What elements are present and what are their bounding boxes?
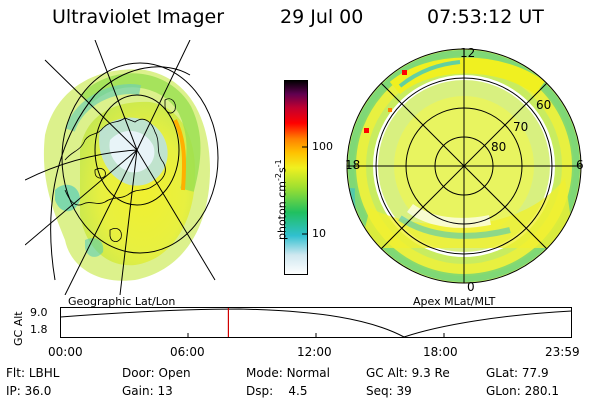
mlt-label-18: 18 <box>345 158 361 172</box>
info-seq: Seq: 39 <box>366 384 412 398</box>
seq-value: 39 <box>396 384 412 398</box>
mlat-label-70: 70 <box>513 120 529 134</box>
glat-label: GLat: <box>486 366 519 380</box>
info-gcalt: GC Alt: 9.3 Re <box>366 366 450 380</box>
info-door: Door: Open <box>122 366 191 380</box>
apex-polar-image <box>346 48 582 284</box>
info-ip: IP: 36.0 <box>6 384 51 398</box>
colorbar-tick-100: 100 <box>312 140 333 153</box>
ip-label: IP: <box>6 384 21 398</box>
xtick-0000: 00:00 <box>48 345 83 359</box>
geographic-image <box>25 40 219 295</box>
altitude-ytick-min: 1.8 <box>30 323 48 336</box>
left-panel-caption: Geographic Lat/Lon <box>68 295 176 308</box>
info-glon: GLon: 280.1 <box>486 384 559 398</box>
altitude-curve <box>60 308 572 338</box>
gain-value: 13 <box>157 384 173 398</box>
mode-label: Mode: <box>246 366 283 380</box>
glon-value: 280.1 <box>524 384 559 398</box>
colorbar-title: photon cm-2s-1 <box>274 159 289 240</box>
colorbar <box>284 80 308 275</box>
colorbar-title-sup: -2 <box>274 173 283 182</box>
xtick-2359: 23:59 <box>545 345 580 359</box>
info-gain: Gain: 13 <box>122 384 173 398</box>
info-flt: Flt: LBHL <box>6 366 59 380</box>
gain-label: Gain: <box>122 384 154 398</box>
mode-value: Normal <box>286 366 330 380</box>
colorbar-title-sup2: -1 <box>274 159 283 168</box>
xtick-0600: 06:00 <box>170 345 205 359</box>
mlat-label-60: 60 <box>536 98 552 112</box>
info-mode: Mode: Normal <box>246 366 330 380</box>
image-time: 07:53:12 UT <box>427 6 544 28</box>
gcalt-label: GC Alt: <box>366 366 408 380</box>
colorbar-title-main: photon cm <box>275 181 289 240</box>
mlat-label-80: 80 <box>491 140 507 154</box>
mlt-label-6: 6 <box>576 158 584 172</box>
app-title: Ultraviolet Imager <box>52 6 225 28</box>
dsp-value: 4.5 <box>288 384 308 398</box>
door-label: Door: <box>122 366 155 380</box>
altitude-plot <box>60 307 572 338</box>
altitude-ytick-max: 9.0 <box>30 306 48 319</box>
info-glat: GLat: 77.9 <box>486 366 549 380</box>
xtick-1800: 18:00 <box>423 345 458 359</box>
glon-label: GLon: <box>486 384 521 398</box>
image-date: 29 Jul 00 <box>280 6 364 28</box>
ip-value: 36.0 <box>24 384 52 398</box>
colorbar-tick-10: 10 <box>312 227 326 240</box>
dsp-label: Dsp: <box>246 384 274 398</box>
xtick-1200: 12:00 <box>297 345 332 359</box>
mlt-label-12: 12 <box>460 46 476 60</box>
info-dsp: Dsp: 4.5 <box>246 384 308 398</box>
seq-label: Seq: <box>366 384 393 398</box>
colorbar-title-sub: s <box>275 167 289 174</box>
altitude-ylabel: GC Alt <box>12 311 25 346</box>
flt-value: LBHL <box>28 366 60 380</box>
gcalt-value: 9.3 Re <box>411 366 450 380</box>
mlt-label-0: 0 <box>467 280 475 294</box>
right-panel-caption: Apex MLat/MLT <box>413 295 496 308</box>
flt-label: Flt: <box>6 366 25 380</box>
glat-value: 77.9 <box>521 366 549 380</box>
door-value: Open <box>158 366 191 380</box>
